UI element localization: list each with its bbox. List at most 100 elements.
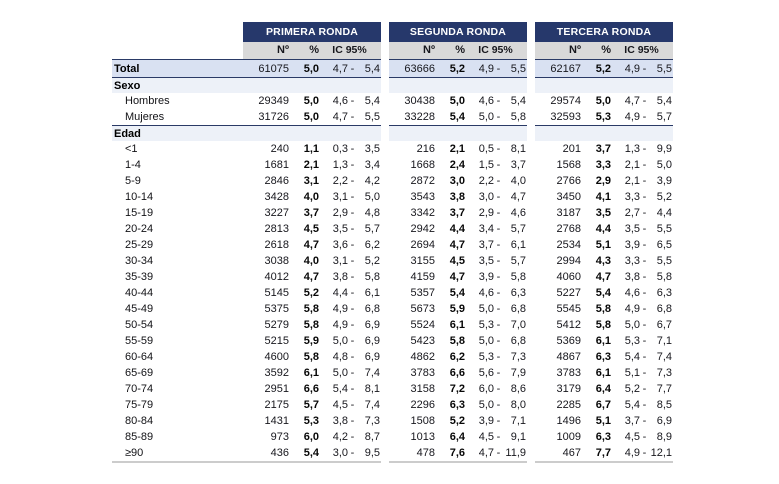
column-gap [527,59,535,77]
ci-high: 7,4 [656,351,672,363]
ci-dash: - [642,223,647,235]
cell-percent: 4,3 [595,255,611,267]
column-gap [381,333,389,349]
ci-high: 8,1 [510,143,526,155]
row-label: Hombres [125,95,170,107]
ci-low: 5,6 [478,367,494,379]
ci-low: 2,1 [624,159,640,171]
ci-dash: - [642,63,647,75]
ci-dash: - [350,319,355,331]
ci-low: 4,7 [332,63,348,75]
row-label: 70-74 [125,383,154,395]
ci-dash: - [642,415,647,427]
cell-percent: 5,1 [595,239,611,251]
ci-high: 6,1 [364,287,380,299]
cell-count: 201 [562,143,581,155]
table-row: 25-29 2618 4,7 3,6-6,2 2694 4,7 3,7-6,1 2534 5,1… [112,237,673,253]
cell-count: 2296 [410,399,435,411]
cell-confidence-interval: 4,9-12,1 [611,445,673,461]
ronda-cells: 240 1,1 0,3-3,5 [243,141,381,157]
ci-low: 0,5 [478,143,494,155]
ci-high: 3,7 [510,159,526,171]
cell-confidence-interval: 5,4-8,1 [319,381,381,397]
ci-high: 7,4 [364,399,380,411]
column-gap [527,221,535,237]
ci-high: 6,3 [656,287,672,299]
ci-dash: - [642,447,647,459]
label-column-spacer [112,22,240,42]
ci-high: 12,1 [650,447,672,459]
ci-high: 11,9 [505,447,526,459]
ci-low: 5,0 [332,335,348,347]
ronda-cells: 3187 3,5 2,7-4,4 [535,205,673,221]
cell-count: 2534 [556,239,581,251]
ci-dash: - [496,319,501,331]
ci-high: 5,7 [656,111,672,123]
column-gap [527,237,535,253]
cell-percent: 5,9 [449,303,465,315]
ci-low: 4,5 [332,399,348,411]
column-gap [527,397,535,413]
rule-segment [535,461,673,463]
column-gap [240,125,243,141]
ci-dash: - [350,367,355,379]
cell-confidence-interval: 4,9-5,5 [465,60,527,77]
cell-confidence-interval: 1,3-3,4 [319,157,381,173]
col-header-ic: IC 95% [478,44,513,56]
column-gap [527,445,535,461]
row-label: 50-54 [125,319,154,331]
group-header-segunda-ronda: SEGUNDA RONDA [389,22,527,42]
ci-high: 4,4 [656,207,672,219]
cell-count: 3038 [264,255,289,267]
column-gap [240,59,243,77]
column-gap [527,301,535,317]
cell-confidence-interval: 1,5-3,7 [465,157,527,173]
ci-high: 5,5 [656,223,672,235]
ci-low: 6,0 [478,383,494,395]
ronda-cells: 29574 5,0 4,7-5,4 [535,93,673,109]
cell-count: 3783 [556,367,581,379]
cell-count: 5215 [264,335,289,347]
ronda-cells: 2694 4,7 3,7-6,1 [389,237,527,253]
ci-high: 7,4 [364,367,380,379]
cell-percent: 6,1 [595,367,611,379]
column-gap [527,429,535,445]
cell-confidence-interval: 4,7-11,9 [465,445,527,461]
group-header-label: PRIMERA RONDA [265,26,359,38]
table-row: 10-14 3428 4,0 3,1-5,0 3543 3,8 3,0-4,7 3450 4,1… [112,189,673,205]
column-gap [527,141,535,157]
cell-count: 5412 [556,319,581,331]
cell-confidence-interval: 1,3-9,9 [611,141,673,157]
ci-high: 7,9 [510,367,526,379]
cell-confidence-interval: 4,5-9,1 [465,429,527,445]
cell-count: 3592 [264,367,289,379]
column-headers-segunda: Nº % IC 95% [389,42,527,59]
cell-count: 62167 [550,63,581,75]
column-gap [381,445,389,461]
ronda-cells: 3179 6,4 5,2-7,7 [535,381,673,397]
column-gap [381,125,389,141]
col-header-ic: IC 95% [624,44,659,56]
ci-high: 7,3 [656,367,672,379]
ci-dash: - [496,431,501,443]
cell-percent: 5,0 [303,63,319,75]
ci-low: 3,3 [624,255,640,267]
ci-dash: - [642,319,647,331]
cell-percent: 4,7 [595,271,611,283]
ci-dash: - [642,287,647,299]
ci-high: 6,3 [510,287,526,299]
ronda-cells: 62167 5,2 4,9-5,5 [535,59,673,77]
statistics-table: PRIMERA RONDA SEGUNDA RONDA TERCERA ROND… [112,22,673,463]
column-gap [381,429,389,445]
ronda-cells: 973 6,0 4,2-8,7 [243,429,381,445]
cell-confidence-interval: 5,0-6,9 [319,333,381,349]
ronda-cells: 5545 5,8 4,9-6,8 [535,301,673,317]
cell-percent: 4,5 [303,223,319,235]
cell-confidence-interval: 4,6-6,3 [465,285,527,301]
table-row: 70-74 2951 6,6 5,4-8,1 3158 7,2 6,0-8,6 3179 6,4… [112,381,673,397]
ci-low: 3,9 [478,271,494,283]
ci-high: 5,8 [364,271,380,283]
cell-count: 5227 [556,287,581,299]
cell-percent: 4,0 [303,191,319,203]
column-gap [381,301,389,317]
